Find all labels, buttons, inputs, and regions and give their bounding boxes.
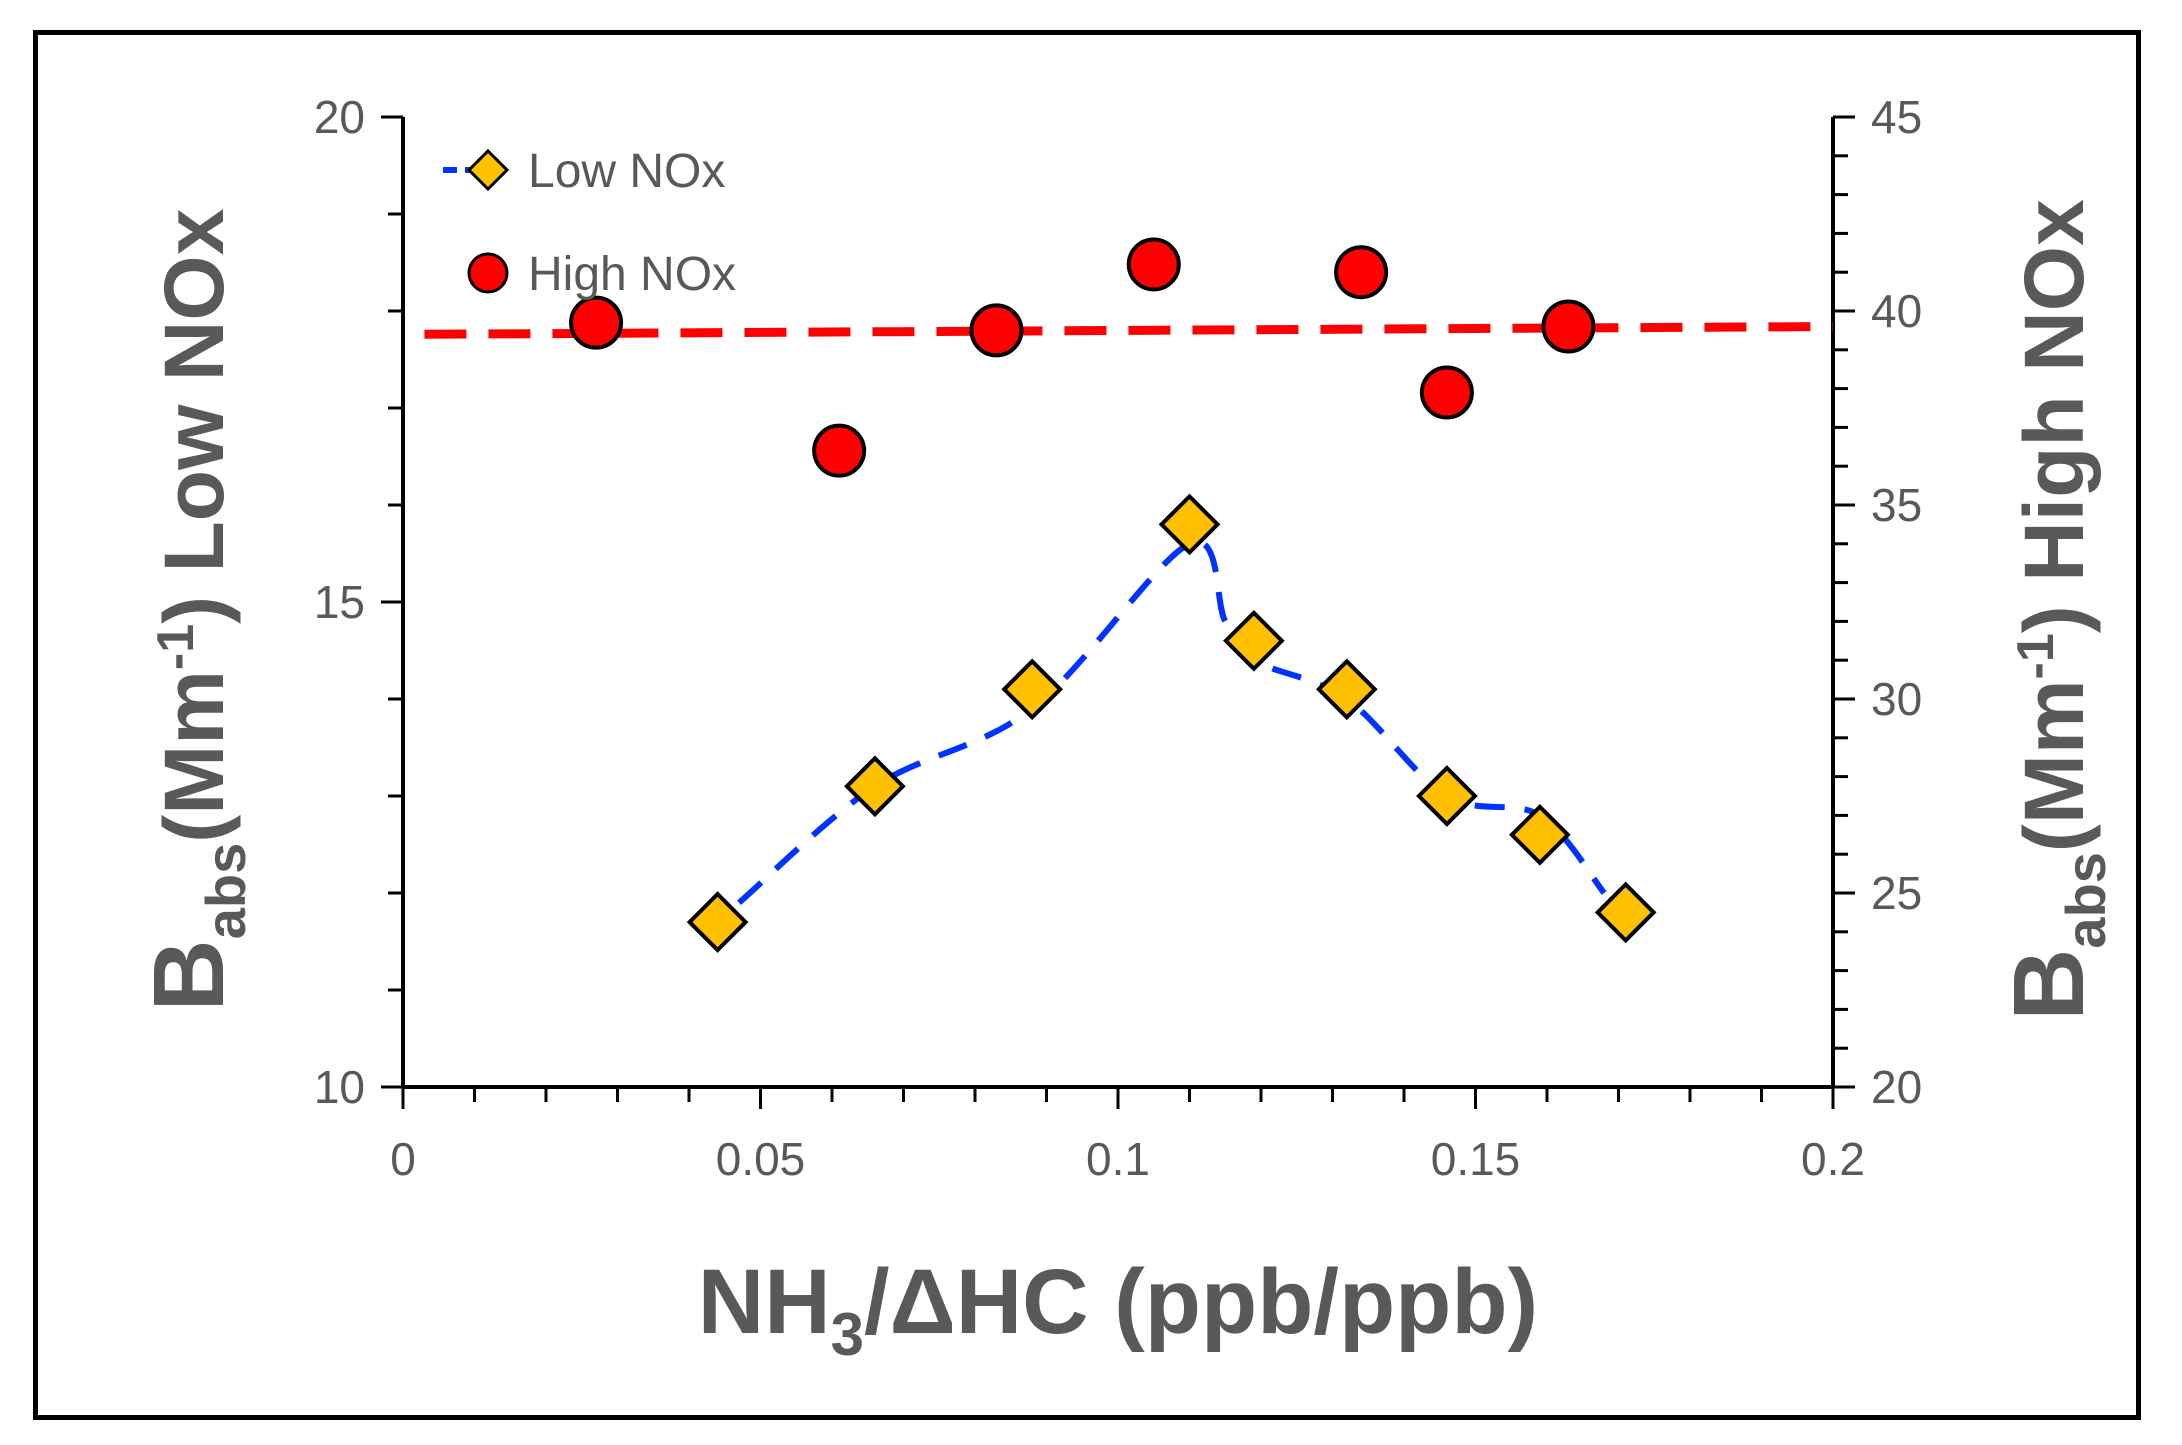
high-nox-point [812,423,867,478]
legend-low-nox-marker [466,148,510,192]
high-nox-point [569,295,624,350]
y-left-axis-title: Babs(Mm-1) Low NOx [133,208,257,1011]
y-left-tick-label: 20 [314,91,365,143]
chart-svg: 0 0.05 0.1 0.15 0.2 10 15 20 20 25 30 35 40 45 Low NO… [133,91,2117,1368]
y-right-tick-label: 40 [1871,285,1922,337]
legend-low-nox-label: Low NOx [528,145,725,198]
low-nox-curve [737,538,1607,905]
x-tick-label: 0.1 [1086,1133,1150,1185]
low-nox-point [1594,881,1657,944]
x-tick-label: 0.05 [716,1133,806,1185]
x-tick-label: 0.2 [1801,1133,1865,1185]
y-left-tick-label: 15 [314,576,365,628]
x-axis-title: NH3/ΔHC (ppb/ppb) [698,1251,1538,1368]
high-nox-point [1541,299,1596,354]
high-nox-point [1334,245,1389,300]
y-right-axis-title-text: Babs(Mm-1) High NOx [1993,199,2117,1021]
low-nox-point [1001,658,1064,721]
y-left-tick-label: 10 [314,1061,365,1113]
legend-high-nox-marker [467,252,509,294]
low-nox-point [844,755,906,818]
high-nox-point [1126,237,1181,292]
low-nox-point [1158,493,1221,556]
low-nox-point [1416,765,1478,827]
y-right-tick-label: 30 [1871,673,1922,725]
high-nox-trendline [424,322,1834,339]
low-nox-point [1223,609,1285,672]
x-tick-label: 0 [390,1133,416,1185]
low-nox-point [1509,803,1571,866]
y-right-tick-label: 25 [1871,867,1922,919]
chart-frame: 0 0.05 0.1 0.15 0.2 10 15 20 20 25 30 35 40 45 Low NO… [33,30,2141,1420]
x-tick-label: 0.15 [1431,1133,1521,1185]
y-right-tick-label: 45 [1871,91,1922,143]
high-nox-point [969,303,1024,358]
y-right-axis-title: Babs(Mm-1) High NOx [1993,199,2117,1021]
series-layer [424,237,1834,953]
y-right-tick-label: 35 [1871,479,1922,531]
y-left-axis-title-text: Babs(Mm-1) Low NOx [133,208,257,1011]
low-nox-point [1315,658,1378,721]
legend-high-nox-label: High NOx [528,248,736,301]
axes-layer: 0 0.05 0.1 0.15 0.2 10 15 20 20 25 30 35 40 45 [314,91,1922,1185]
y-right-tick-label: 20 [1871,1061,1922,1113]
low-nox-point [686,891,749,953]
high-nox-point [1419,365,1474,420]
legend: Low NOx High NOx [443,145,736,301]
axis-titles: NH3/ΔHC (ppb/ppb) Babs(Mm-1) Low NOx Babs(… [133,199,2117,1368]
